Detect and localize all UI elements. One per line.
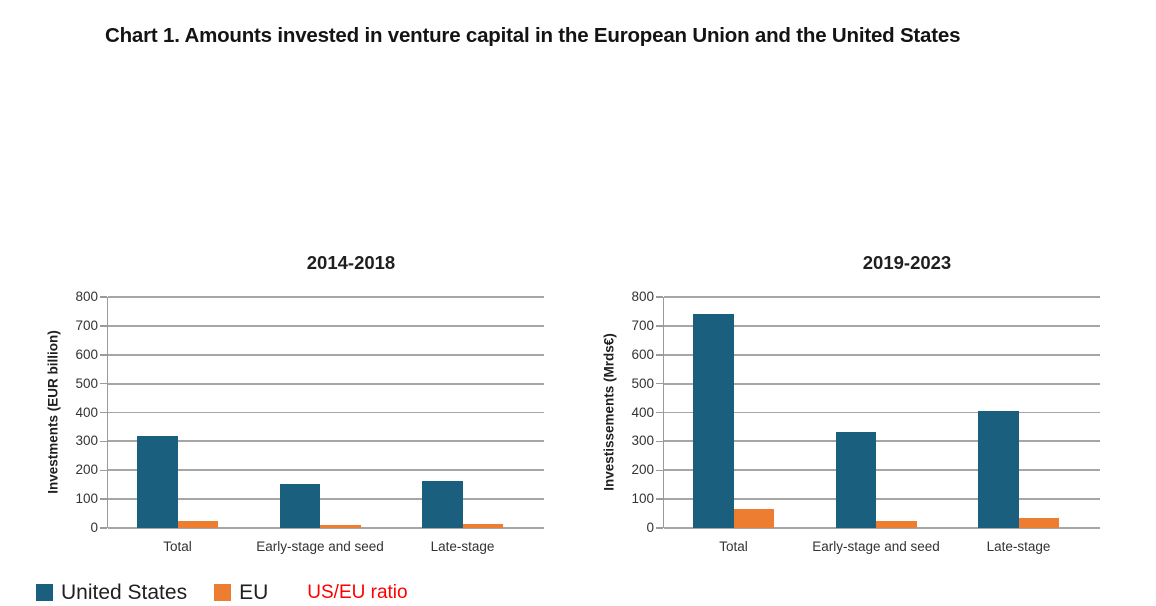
chart-title: 2019-2023: [862, 252, 952, 273]
us-eu-ratio-label: US/EU ratio: [307, 582, 408, 603]
axis-tick: [100, 382, 107, 385]
us-bar: [422, 480, 463, 528]
axis-tick: [100, 325, 107, 327]
axis-tick: [100, 296, 107, 298]
category-label: Late-stage: [430, 539, 495, 554]
axis-tick: [656, 354, 663, 356]
y-tick-label: 600: [631, 346, 654, 362]
category-label: Total: [163, 539, 192, 554]
y-tick-label: 800: [75, 289, 98, 304]
us-bar: [978, 411, 1019, 528]
gridline: [108, 353, 544, 356]
category-label: Late-stage: [986, 539, 1051, 554]
us-bar: [693, 314, 734, 528]
plot-area: 0 100 200 300 400 500 600 700 800 Total Early-stag…: [75, 289, 544, 554]
y-tick-label: 200: [631, 462, 654, 478]
axis-tick: [100, 440, 107, 443]
y-tick-label: 400: [75, 404, 98, 420]
axis-tick: [656, 498, 663, 500]
axis-tick: [100, 498, 107, 500]
y-tick-label: 200: [75, 462, 98, 478]
y-tick-label: 400: [631, 404, 654, 420]
gridline: [108, 324, 544, 327]
category-label: Total: [719, 539, 748, 554]
axis-tick: [656, 527, 663, 529]
gridline: [108, 469, 544, 472]
chart-2019-2023: 2019-2023 Investissements (Mrds€) 0 100 20…: [596, 250, 1116, 585]
gridline: [664, 440, 1100, 443]
gridline: [108, 411, 544, 414]
y-tick-label: 600: [75, 346, 98, 362]
y-tick-label: 0: [90, 520, 98, 535]
eu-bar: [320, 525, 361, 528]
gridline: [108, 498, 544, 501]
y-tick-label: 500: [631, 375, 654, 391]
chart-title: 2014-2018: [306, 252, 396, 273]
eu-bar: [876, 520, 917, 528]
gridline: [108, 382, 544, 385]
us-bar: [835, 432, 876, 528]
eu-legend-swatch: [214, 584, 232, 601]
y-tick-label: 300: [631, 433, 654, 449]
gridline: [664, 353, 1100, 356]
axis-tick: [656, 382, 663, 385]
axis-tick: [656, 469, 663, 471]
gridline: [108, 440, 544, 443]
gridline: [108, 296, 544, 298]
gridline: [664, 411, 1100, 414]
gridline: [664, 382, 1100, 385]
gridline: [664, 296, 1100, 298]
eu-legend-label: EU: [239, 581, 269, 604]
plot-area: 0 100 200 300 400 500 600 700 800 Total Early-stag…: [631, 289, 1100, 554]
category-label: Early-stage and seed: [812, 539, 940, 554]
eu-bar: [462, 523, 503, 528]
y-tick-label: 700: [75, 317, 98, 333]
axis-tick: [100, 527, 107, 529]
y-tick-label: 700: [631, 317, 654, 333]
axis-tick: [100, 354, 107, 356]
axis-tick: [656, 296, 663, 298]
chart-2014-2018: 2014-2018 Investments (EUR billion) 0 100…: [40, 250, 560, 585]
y-tick-label: 800: [631, 289, 654, 304]
us-bar: [279, 483, 320, 528]
axis-tick: [656, 325, 663, 327]
page-title: Chart 1. Amounts invested in venture cap…: [105, 24, 961, 47]
axis-tick: [100, 411, 107, 414]
gridline: [664, 469, 1100, 472]
eu-bar: [1018, 517, 1059, 528]
eu-bar: [177, 521, 218, 528]
y-tick-label: 0: [646, 520, 654, 535]
gridline: [664, 498, 1100, 501]
axis-tick: [656, 440, 663, 443]
y-tick-label: 300: [75, 433, 98, 449]
us-legend-swatch: [36, 584, 53, 601]
axis-tick: [100, 469, 107, 471]
us-legend-label: United States: [61, 581, 188, 604]
gridline: [664, 324, 1100, 327]
legend: United States EU US/EU ratio: [36, 582, 408, 603]
y-tick-label: 100: [631, 491, 654, 507]
y-tick-label: 100: [75, 491, 98, 507]
category-label: Early-stage and seed: [256, 539, 384, 554]
eu-bar: [733, 509, 774, 528]
y-tick-label: 500: [75, 375, 98, 391]
axis-tick: [656, 411, 663, 414]
us-bar: [137, 436, 178, 528]
